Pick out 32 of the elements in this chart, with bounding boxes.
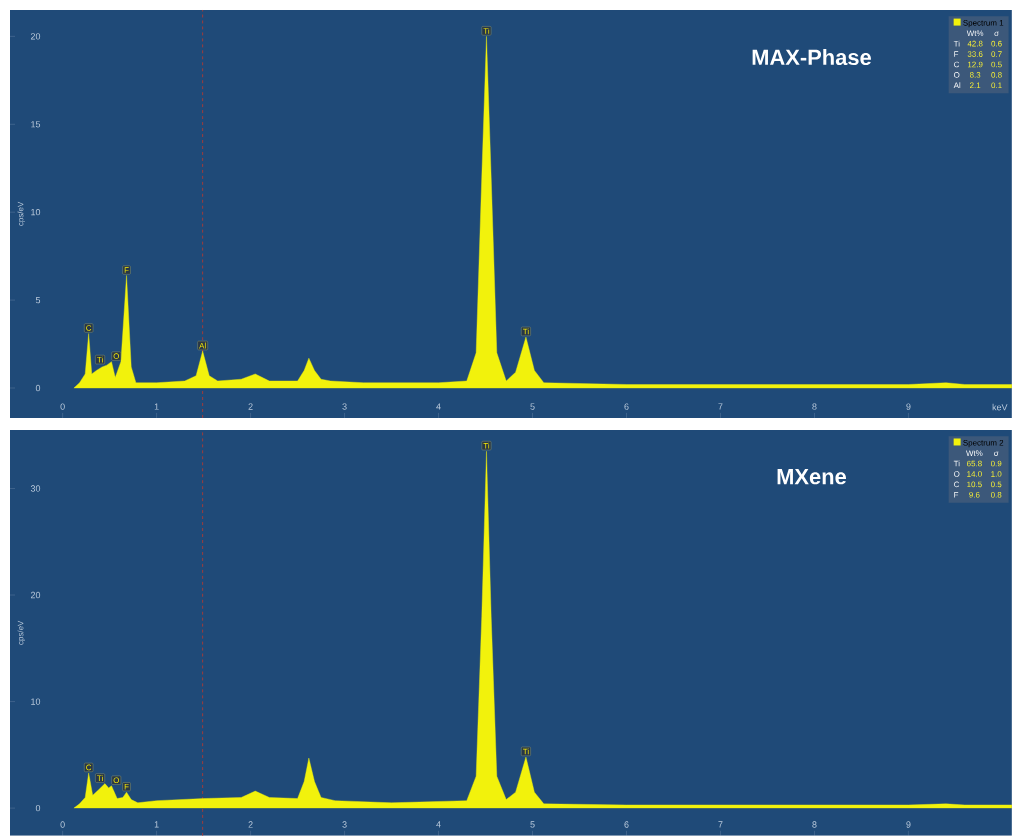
x-tick-label: 1 <box>154 403 159 410</box>
x-tick-label: 6 <box>624 821 629 828</box>
x-tick-label: 4 <box>436 821 441 828</box>
x-tick-label: 9 <box>906 403 911 410</box>
text: MAX-Phase <box>752 48 871 65</box>
x-tick-label: 8 <box>812 403 817 410</box>
x-tick-label: 0 <box>60 821 65 828</box>
y-tick-label: 30 <box>30 485 41 492</box>
x-tick-label: 5 <box>530 821 535 828</box>
x-tick-label: 6 <box>624 403 629 410</box>
y-tick-label: 15 <box>31 121 41 128</box>
y-tick-label: 0 <box>35 384 41 392</box>
x-tick-label: 7 <box>718 403 723 410</box>
y-tick-label: 10 <box>31 698 41 705</box>
x-tick-label: 1 <box>154 821 159 828</box>
x-tick-label: 7 <box>718 821 723 828</box>
x-tick-label: 0 <box>60 403 65 410</box>
x-tick-label: 3 <box>342 821 347 828</box>
x-tick-label: 8 <box>812 821 817 828</box>
text: MXene <box>777 468 847 485</box>
x-tick-label: 5 <box>530 403 535 410</box>
x-tick-label: 3 <box>342 403 347 410</box>
y-tick-label: 10 <box>31 208 41 216</box>
y-tick-label: 5 <box>35 296 41 304</box>
x-tick-label: 2 <box>248 821 253 828</box>
x-tick-label: 2 <box>248 403 253 410</box>
x-tick-label: 4 <box>436 403 441 410</box>
x-tick-label: 9 <box>906 821 911 828</box>
y-tick-label: 20 <box>30 33 41 40</box>
y-tick-label: 0 <box>35 804 41 812</box>
x-axis-title: keV <box>992 403 1008 411</box>
y-tick-label: 20 <box>30 591 41 599</box>
